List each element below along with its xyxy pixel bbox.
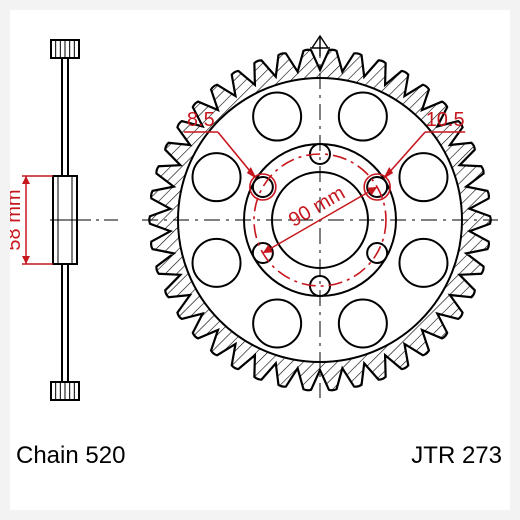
svg-text:58 mm: 58 mm — [10, 189, 25, 250]
svg-text:10.5: 10.5 — [426, 109, 465, 131]
technical-drawing: 58 mm8.510.590 mm — [10, 10, 510, 510]
chain-label: Chain 520 — [16, 442, 125, 470]
svg-text:8.5: 8.5 — [187, 109, 215, 131]
drawing-canvas: 58 mm8.510.590 mm Chain 520 JTR 273 — [10, 10, 510, 510]
part-number-label: JTR 273 — [411, 442, 502, 470]
sprocket-face: 8.510.590 mm — [142, 36, 498, 398]
